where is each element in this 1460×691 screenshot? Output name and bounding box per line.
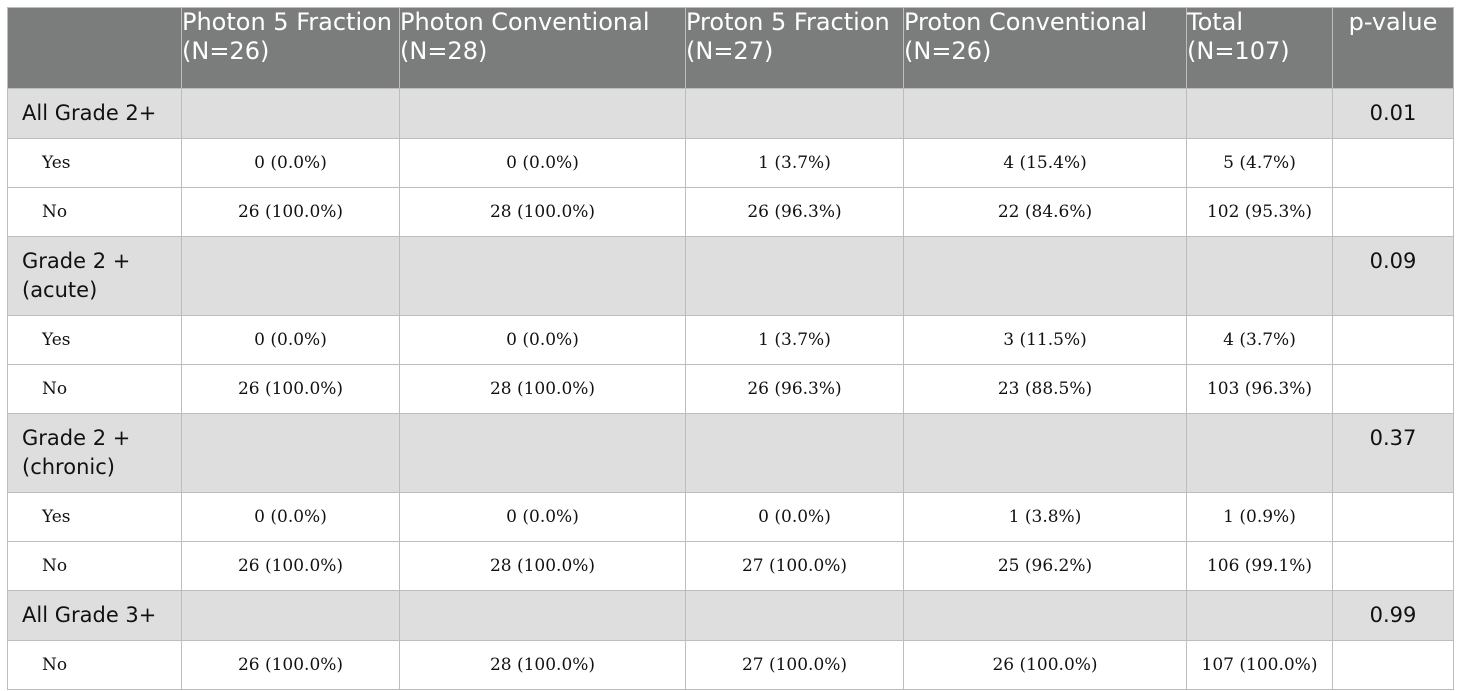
header-row: Photon 5 Fraction (N=26) Photon Conventi… — [7, 7, 1454, 89]
cell-photon-conventional: 0 (0.0%) — [399, 138, 686, 188]
empty-cell — [1186, 236, 1333, 316]
cell-proton-conventional: 1 (3.8%) — [903, 492, 1187, 542]
empty-cell — [903, 88, 1187, 139]
cell-total: 103 (96.3%) — [1186, 364, 1333, 414]
cell-total: 4 (3.7%) — [1186, 315, 1333, 365]
cell-proton-5-fraction: 27 (100.0%) — [685, 640, 904, 690]
row-label: No — [7, 187, 182, 237]
header-proton-5-fraction: Proton 5 Fraction (N=27) — [685, 7, 904, 89]
cell-photon-conventional: 28 (100.0%) — [399, 541, 686, 591]
cell-proton-5-fraction: 1 (3.7%) — [685, 138, 904, 188]
header-proton-conventional: Proton Conventional (N=26) — [903, 7, 1187, 89]
p-value: 0.37 — [1332, 413, 1454, 493]
header-photon-conventional: Photon Conventional (N=28) — [399, 7, 686, 89]
cell-photon-conventional: 28 (100.0%) — [399, 364, 686, 414]
group-label: All Grade 2+ — [7, 88, 182, 139]
empty-cell — [1332, 364, 1454, 414]
cell-photon-conventional: 0 (0.0%) — [399, 315, 686, 365]
empty-cell — [1332, 492, 1454, 542]
empty-cell — [903, 590, 1187, 641]
group-row-grade-2-chronic: Grade 2 + (chronic) 0.37 — [7, 413, 1454, 493]
empty-cell — [399, 88, 686, 139]
group-label: Grade 2 + (acute) — [7, 236, 182, 316]
cell-photon-conventional: 28 (100.0%) — [399, 640, 686, 690]
row-label: No — [7, 640, 182, 690]
empty-cell — [1332, 138, 1454, 188]
empty-cell — [685, 413, 904, 493]
cell-total: 106 (99.1%) — [1186, 541, 1333, 591]
cell-photon-5-fraction: 0 (0.0%) — [181, 138, 400, 188]
cell-proton-conventional: 26 (100.0%) — [903, 640, 1187, 690]
group-label: Grade 2 + (chronic) — [7, 413, 182, 493]
group-row-grade-2-acute: Grade 2 + (acute) 0.09 — [7, 236, 1454, 316]
table-row: Yes 0 (0.0%) 0 (0.0%) 0 (0.0%) 1 (3.8%) … — [7, 492, 1454, 542]
header-photon-5-fraction: Photon 5 Fraction (N=26) — [181, 7, 400, 89]
cell-total: 102 (95.3%) — [1186, 187, 1333, 237]
cell-proton-conventional: 22 (84.6%) — [903, 187, 1187, 237]
cell-total: 1 (0.9%) — [1186, 492, 1333, 542]
cell-photon-5-fraction: 26 (100.0%) — [181, 364, 400, 414]
table-row: No 26 (100.0%) 28 (100.0%) 27 (100.0%) 2… — [7, 541, 1454, 591]
cell-total: 107 (100.0%) — [1186, 640, 1333, 690]
header-blank — [7, 7, 182, 89]
cell-total: 5 (4.7%) — [1186, 138, 1333, 188]
row-label: Yes — [7, 315, 182, 365]
empty-cell — [685, 88, 904, 139]
table-row: No 26 (100.0%) 28 (100.0%) 27 (100.0%) 2… — [7, 640, 1454, 690]
empty-cell — [181, 88, 400, 139]
group-row-all-grade-3: All Grade 3+ 0.99 — [7, 590, 1454, 641]
empty-cell — [685, 590, 904, 641]
empty-cell — [181, 590, 400, 641]
header-p-value: p-value — [1332, 7, 1454, 89]
empty-cell — [399, 236, 686, 316]
cell-proton-5-fraction: 1 (3.7%) — [685, 315, 904, 365]
row-label: No — [7, 364, 182, 414]
empty-cell — [1332, 187, 1454, 237]
cell-proton-conventional: 23 (88.5%) — [903, 364, 1187, 414]
cell-photon-conventional: 0 (0.0%) — [399, 492, 686, 542]
empty-cell — [1332, 640, 1454, 690]
p-value: 0.01 — [1332, 88, 1454, 139]
cell-proton-conventional: 4 (15.4%) — [903, 138, 1187, 188]
cell-photon-5-fraction: 0 (0.0%) — [181, 492, 400, 542]
p-value: 0.99 — [1332, 590, 1454, 641]
cell-photon-5-fraction: 26 (100.0%) — [181, 640, 400, 690]
table-row: No 26 (100.0%) 28 (100.0%) 26 (96.3%) 22… — [7, 187, 1454, 237]
cell-photon-5-fraction: 0 (0.0%) — [181, 315, 400, 365]
group-label: All Grade 3+ — [7, 590, 182, 641]
empty-cell — [1332, 315, 1454, 365]
cell-photon-5-fraction: 26 (100.0%) — [181, 187, 400, 237]
toxicity-table: Photon 5 Fraction (N=26) Photon Conventi… — [7, 7, 1454, 690]
empty-cell — [1186, 590, 1333, 641]
group-row-all-grade-2: All Grade 2+ 0.01 — [7, 88, 1454, 139]
cell-proton-conventional: 3 (11.5%) — [903, 315, 1187, 365]
cell-proton-conventional: 25 (96.2%) — [903, 541, 1187, 591]
row-label: Yes — [7, 492, 182, 542]
cell-proton-5-fraction: 27 (100.0%) — [685, 541, 904, 591]
cell-proton-5-fraction: 0 (0.0%) — [685, 492, 904, 542]
table-row: Yes 0 (0.0%) 0 (0.0%) 1 (3.7%) 4 (15.4%)… — [7, 138, 1454, 188]
row-label: Yes — [7, 138, 182, 188]
empty-cell — [1186, 413, 1333, 493]
empty-cell — [903, 236, 1187, 316]
empty-cell — [1332, 541, 1454, 591]
header-total: Total (N=107) — [1186, 7, 1333, 89]
empty-cell — [181, 236, 400, 316]
cell-photon-conventional: 28 (100.0%) — [399, 187, 686, 237]
cell-proton-5-fraction: 26 (96.3%) — [685, 187, 904, 237]
empty-cell — [1186, 88, 1333, 139]
empty-cell — [399, 590, 686, 641]
cell-photon-5-fraction: 26 (100.0%) — [181, 541, 400, 591]
empty-cell — [181, 413, 400, 493]
empty-cell — [399, 413, 686, 493]
empty-cell — [685, 236, 904, 316]
table-row: Yes 0 (0.0%) 0 (0.0%) 1 (3.7%) 3 (11.5%)… — [7, 315, 1454, 365]
cell-proton-5-fraction: 26 (96.3%) — [685, 364, 904, 414]
p-value: 0.09 — [1332, 236, 1454, 316]
table-row: No 26 (100.0%) 28 (100.0%) 26 (96.3%) 23… — [7, 364, 1454, 414]
row-label: No — [7, 541, 182, 591]
empty-cell — [903, 413, 1187, 493]
